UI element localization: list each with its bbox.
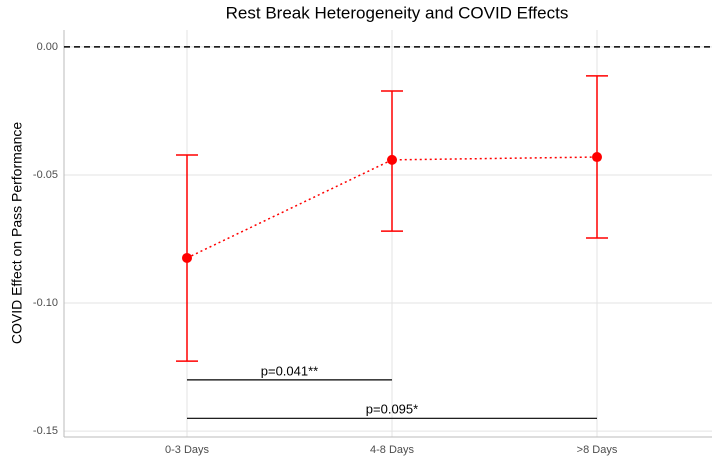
y-tick-label: 0.00 xyxy=(37,41,58,53)
x-tick-label: >8 Days xyxy=(577,444,618,456)
x-tick-label: 4-8 Days xyxy=(370,444,415,456)
y-tick-label: -0.15 xyxy=(33,425,58,437)
y-tick-label: -0.05 xyxy=(33,169,58,181)
point xyxy=(387,154,397,165)
y-tick-label: -0.10 xyxy=(33,297,58,309)
x-tick-label: 0-3 Days xyxy=(165,444,210,456)
chart-title: Rest Break Heterogeneity and COVID Effec… xyxy=(226,3,569,22)
point xyxy=(182,252,192,263)
point xyxy=(592,152,602,163)
annotation-text: p=0.095* xyxy=(366,402,418,417)
annotation-text: p=0.041** xyxy=(261,363,318,378)
y-axis-label: COVID Effect on Pass Performance xyxy=(9,122,25,344)
series-line xyxy=(186,156,598,259)
